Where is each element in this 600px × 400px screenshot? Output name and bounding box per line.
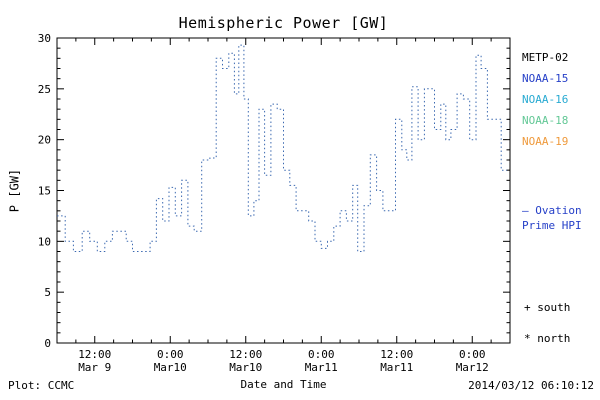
- x-tick-date-label: Mar10: [229, 361, 262, 374]
- x-tick-time-label: 0:00: [157, 348, 184, 361]
- y-tick-label: 5: [44, 286, 51, 299]
- hpi-step-line: [57, 44, 507, 252]
- y-tick-label: 30: [38, 32, 51, 45]
- y-tick-label: 25: [38, 83, 51, 96]
- plus-symbol-icon: +: [524, 301, 531, 314]
- x-tick-date-label: Mar11: [380, 361, 413, 374]
- x-tick-time-label: 0:00: [308, 348, 335, 361]
- asterisk-symbol-icon: *: [524, 332, 531, 345]
- legend-item-noaa16: NOAA-16: [522, 93, 569, 106]
- y-tick-label: 15: [38, 185, 51, 198]
- y-tick-label: 10: [38, 235, 51, 248]
- legend-item-noaa18: NOAA-18: [522, 114, 569, 127]
- ovation-label-line2: Prime HPI: [522, 219, 582, 232]
- y-tick-label: 0: [44, 337, 51, 350]
- x-tick-time-label: 12:00: [229, 348, 262, 361]
- x-tick-date-label: Mar 9: [78, 361, 111, 374]
- x-tick-time-label: 0:00: [459, 348, 486, 361]
- x-tick-date-label: Mar10: [154, 361, 187, 374]
- ovation-prime-hpi-label: — Ovation Prime HPI: [522, 203, 582, 233]
- chart-title: Hemispheric Power [GW]: [178, 14, 389, 32]
- satellite-legend: METP-02 NOAA-15 NOAA-16 NOAA-18 NOAA-19: [522, 47, 568, 152]
- y-tick-label: 20: [38, 134, 51, 147]
- north-marker-key: * north: [524, 332, 570, 345]
- x-tick-time-label: 12:00: [78, 348, 111, 361]
- x-tick-date-label: Mar12: [456, 361, 489, 374]
- render-timestamp: 2014/03/12 06:10:12: [468, 379, 594, 392]
- south-label: south: [537, 301, 571, 314]
- x-tick-time-label: 12:00: [380, 348, 413, 361]
- x-tick-date-label: Mar11: [305, 361, 338, 374]
- ovation-line-sample: — Ovation: [522, 204, 582, 217]
- legend-item-noaa15: NOAA-15: [522, 72, 569, 85]
- plot-credit: Plot: CCMC: [8, 379, 75, 392]
- legend-item-metp02: METP-02: [522, 51, 569, 64]
- south-marker-key: + south: [524, 301, 570, 314]
- plot-frame: [56, 37, 511, 344]
- north-label: north: [537, 332, 571, 345]
- legend-item-noaa19: NOAA-19: [522, 135, 569, 148]
- x-axis-label: Date and Time: [240, 378, 327, 391]
